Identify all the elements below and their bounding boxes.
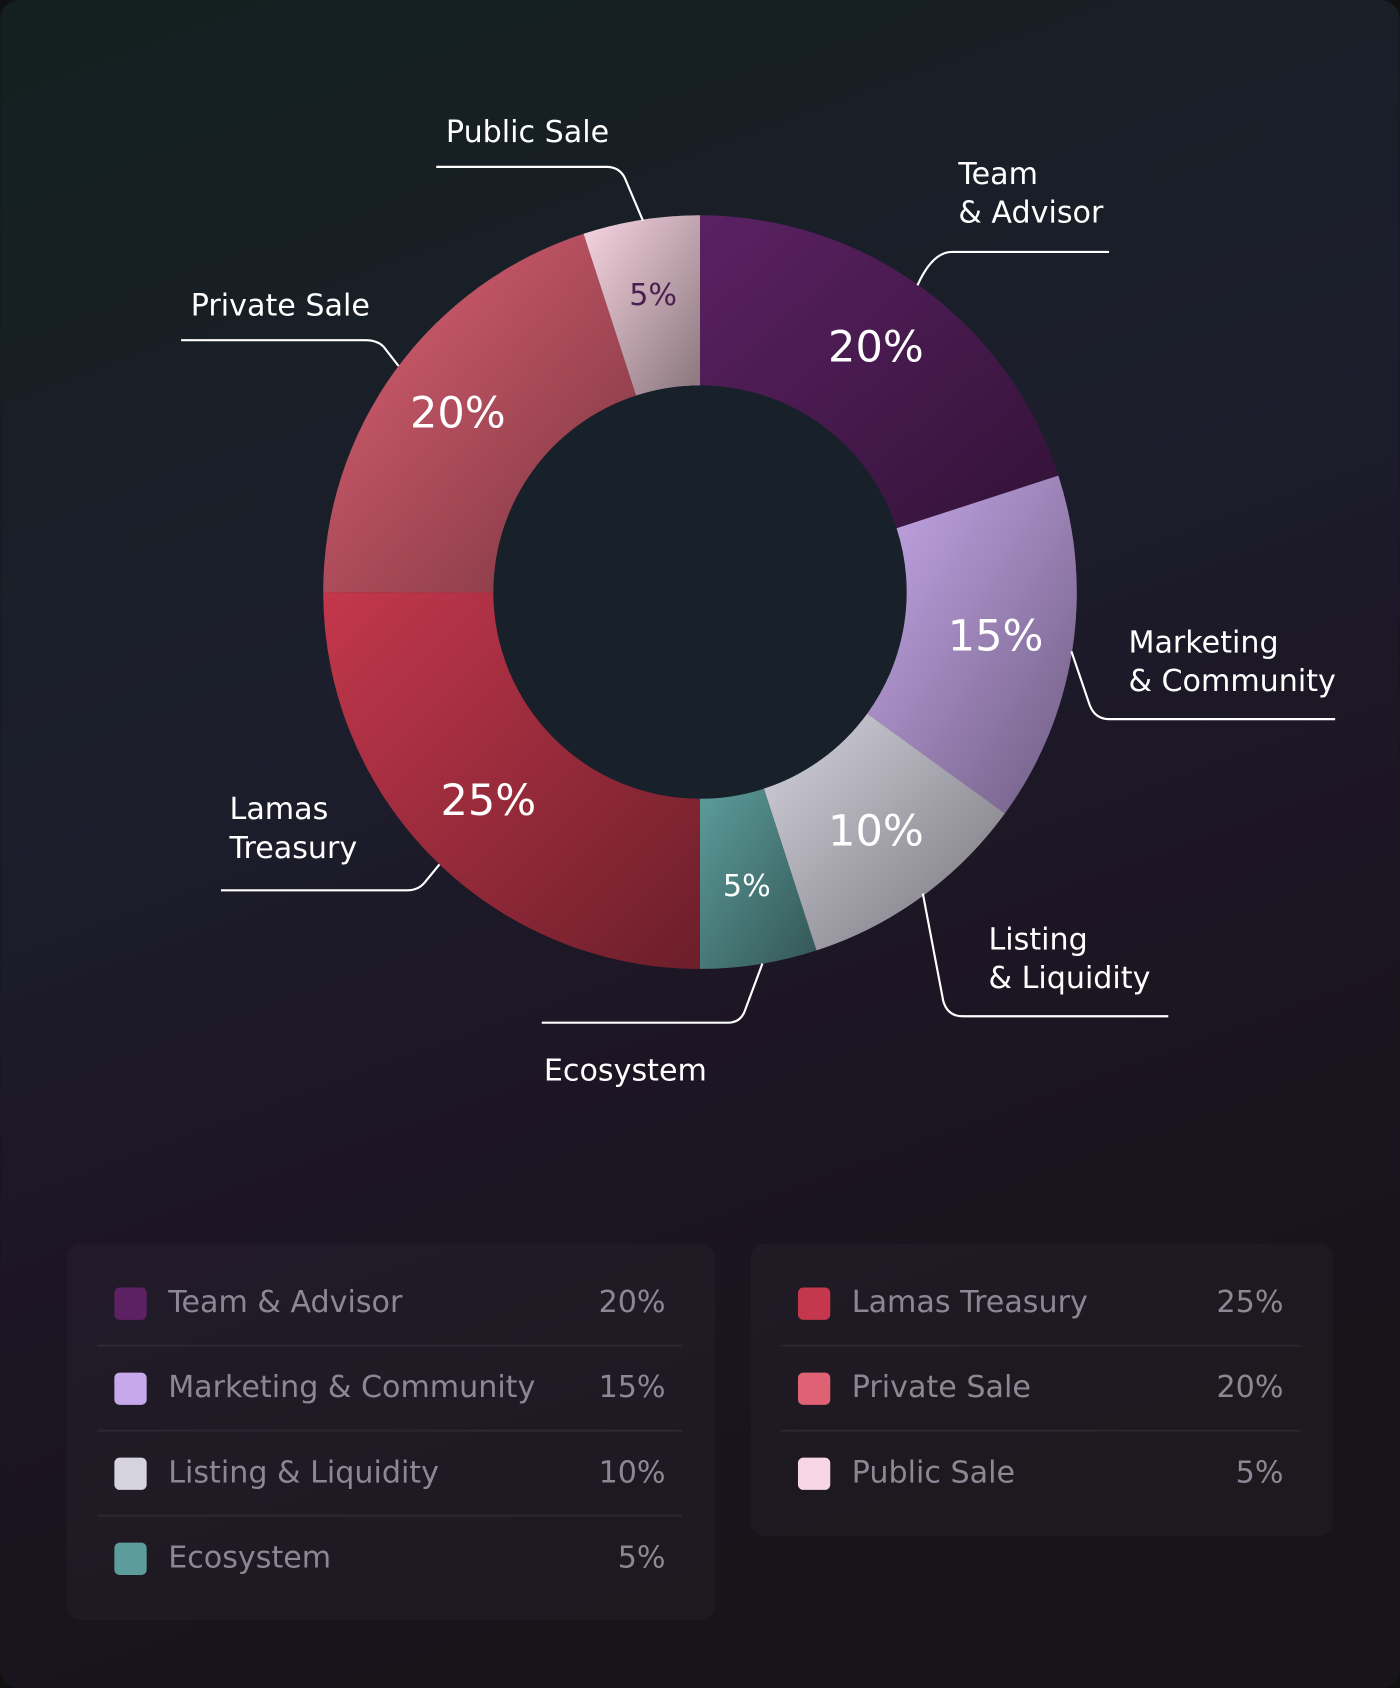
legend-label: Team & Advisor — [167, 1285, 403, 1320]
legend-value: 25% — [1217, 1285, 1284, 1320]
legend-label: Listing & Liquidity — [168, 1455, 439, 1490]
segment-shade — [700, 215, 1059, 529]
segment-shade — [583, 215, 700, 396]
callout-label: Public Sale — [446, 115, 609, 150]
legend-label: Ecosystem — [168, 1540, 331, 1575]
callout-line — [220, 863, 441, 892]
callout-label: & Advisor — [958, 196, 1104, 231]
segment-label: 25% — [441, 776, 537, 826]
donut-hole — [493, 385, 907, 799]
legend-label: Lamas Treasury — [852, 1285, 1088, 1320]
segment-label: 15% — [948, 611, 1044, 661]
legend-value: 20% — [1217, 1370, 1284, 1405]
legend-label: Public Sale — [852, 1455, 1015, 1490]
segment-label: 5% — [723, 869, 771, 904]
callout-label: & Liquidity — [989, 961, 1151, 996]
legend-swatch — [114, 1372, 147, 1405]
callout-label: Team — [957, 157, 1038, 192]
segment-label: 20% — [828, 322, 924, 372]
legend-value: 5% — [1236, 1455, 1284, 1490]
segment-shade — [867, 475, 1077, 814]
segment-label: 5% — [629, 278, 677, 313]
legend-swatch — [114, 1542, 147, 1575]
callout-line — [1070, 650, 1336, 721]
segment-shade — [700, 788, 817, 969]
legend-value: 5% — [618, 1540, 666, 1575]
callout-line — [436, 165, 644, 222]
callout-line — [916, 250, 1110, 286]
callout-line — [541, 963, 764, 1024]
legend-value: 15% — [599, 1370, 666, 1405]
callout-label: Listing — [989, 922, 1088, 957]
segment-shade — [323, 592, 700, 969]
legend-swatch — [114, 1287, 147, 1320]
legend-label: Marketing & Community — [168, 1370, 535, 1405]
callout-label: Lamas — [230, 792, 329, 827]
segment-label: 20% — [410, 389, 506, 439]
legend-swatch — [797, 1457, 831, 1490]
legend-label: Private Sale — [852, 1370, 1031, 1405]
callout-line — [181, 339, 400, 367]
segment-label: 10% — [828, 807, 924, 857]
callout-label: & Community — [1128, 664, 1335, 699]
segment-shade — [323, 233, 637, 593]
callout-label: Private Sale — [191, 288, 370, 323]
callout-label: Ecosystem — [544, 1054, 707, 1089]
legend-swatch — [797, 1372, 831, 1405]
callout-label: Treasury — [229, 831, 358, 866]
callout-line — [921, 893, 1169, 1018]
legend-swatch — [797, 1287, 831, 1320]
callout-label: Marketing — [1128, 625, 1278, 660]
legend-value: 10% — [599, 1455, 666, 1490]
segment-shade — [763, 713, 1005, 951]
legend-value: 20% — [599, 1285, 666, 1320]
legend-swatch — [114, 1457, 147, 1490]
